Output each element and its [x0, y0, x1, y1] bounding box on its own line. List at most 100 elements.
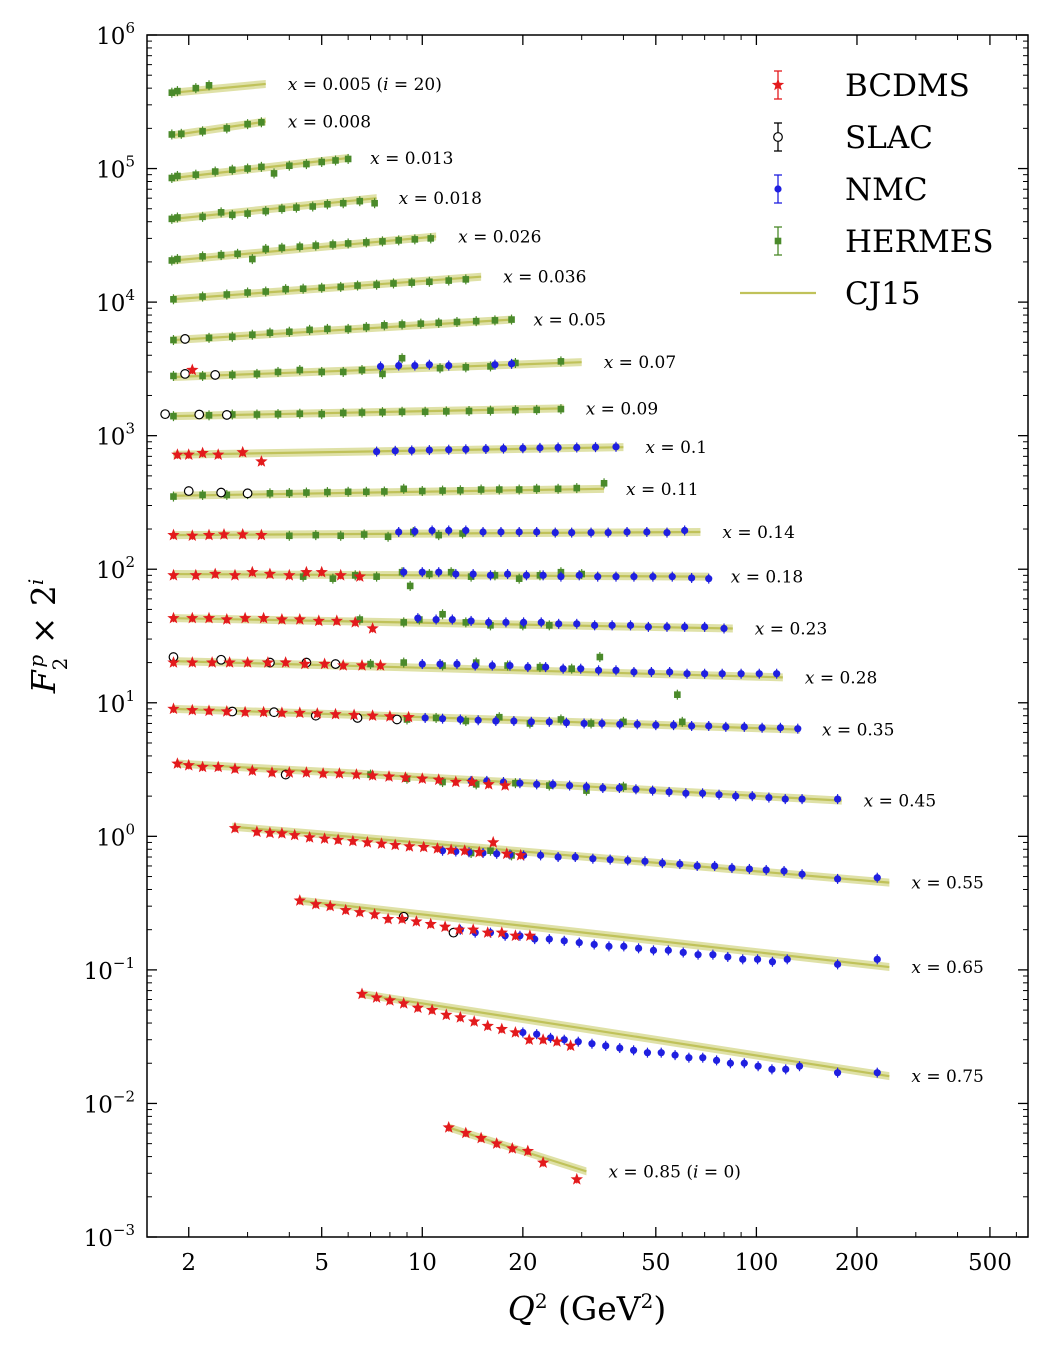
nmc-point: [676, 860, 684, 868]
bcdms-point: [382, 770, 396, 782]
hermes-point: [363, 239, 370, 246]
bin-label: x = 0.28: [805, 668, 878, 688]
nmc-point: [542, 663, 550, 671]
bin-label: x = 0.85 (i = 0): [608, 1162, 740, 1182]
nmc-point: [414, 614, 422, 622]
nmc-point: [649, 946, 658, 954]
hermes-point: [199, 128, 206, 135]
nmc-point: [493, 850, 501, 858]
nmc-point: [391, 447, 399, 455]
hermes-point: [278, 205, 286, 213]
hermes-point: [286, 532, 293, 540]
hermes-point: [472, 317, 480, 325]
bcdms-point: [261, 656, 274, 668]
hermes-point: [318, 284, 326, 292]
nmc-point: [582, 783, 591, 791]
nmc-point: [506, 661, 514, 670]
bcdms-point: [223, 656, 236, 668]
hermes-point: [258, 118, 265, 126]
y-tick-label: 101: [96, 687, 135, 718]
bin-label: x = 0.036: [503, 268, 586, 288]
bcdms-point: [550, 1035, 564, 1047]
bin-label: x = 0.008: [288, 113, 371, 133]
nmc-point: [456, 715, 464, 724]
nmc-point: [594, 666, 603, 674]
bcdms-point: [389, 838, 402, 851]
hermes-point: [192, 84, 200, 92]
nmc-point: [421, 714, 429, 722]
hermes-point: [234, 250, 241, 258]
nmc-point: [652, 721, 660, 729]
nmc-point: [663, 623, 671, 631]
bcdms-point: [431, 842, 444, 854]
nmc-point: [519, 1028, 527, 1037]
bcdms-point: [374, 659, 387, 671]
hermes-point: [568, 665, 575, 672]
bcdms-point: [300, 565, 313, 578]
y-tick-label: 10−3: [84, 1221, 135, 1252]
bcdms-point: [309, 897, 322, 910]
hermes-point: [228, 333, 236, 341]
hermes-point: [439, 610, 446, 618]
bcdms-point: [315, 565, 328, 578]
hermes-point: [495, 713, 503, 721]
hermes-point: [344, 240, 352, 247]
bcdms-point: [487, 835, 500, 848]
nmc-point: [425, 361, 433, 369]
hermes-point: [381, 488, 388, 495]
hermes-point: [487, 363, 494, 370]
slac-point: [183, 486, 194, 496]
y-tick-label: 106: [96, 19, 135, 50]
nmc-point: [580, 719, 588, 728]
nmc-point: [519, 618, 528, 626]
bcdms-point: [217, 528, 231, 540]
bcdms-point: [467, 923, 480, 935]
hermes-point: [384, 533, 392, 541]
nmc-point: [606, 855, 614, 864]
hermes-point: [432, 714, 440, 722]
bcdms-point: [303, 831, 316, 843]
hermes-point: [262, 288, 270, 295]
hermes-point: [174, 172, 181, 180]
hermes-point: [266, 329, 274, 337]
nmc-point: [549, 780, 557, 788]
bcdms-point: [353, 570, 366, 582]
nmc-point: [705, 722, 713, 730]
series-points: [167, 702, 802, 734]
nmc-point: [432, 615, 440, 624]
hermes-point: [174, 255, 181, 263]
slac-point: [392, 714, 402, 725]
nmc-point: [681, 623, 689, 631]
legend-swatch: [774, 237, 782, 245]
bcdms-point: [250, 825, 264, 838]
hermes-point: [453, 318, 461, 326]
bcdms-point: [411, 1001, 424, 1014]
bcdms-point: [236, 528, 249, 540]
hermes-point: [447, 568, 455, 576]
bin-annotations: x = 0.005 (i = 20) x = 0.008 x = 0.013 x = …: [288, 75, 984, 1182]
bcdms-point: [481, 1019, 494, 1032]
bcdms-point: [186, 363, 199, 376]
bin-label: x = 0.18: [731, 568, 804, 588]
nmc-point: [395, 528, 403, 536]
nmc-point: [491, 361, 499, 369]
hermes-point: [223, 125, 231, 132]
nmc-point: [602, 1042, 610, 1050]
bin-label: x = 0.35: [822, 721, 895, 741]
legend-label: HERMES: [845, 224, 994, 260]
bin-label: x = 0.55: [911, 874, 984, 894]
nmc-point: [780, 867, 788, 875]
legend-label: SLAC: [845, 120, 933, 156]
hermes-point: [344, 488, 352, 496]
nmc-point: [411, 361, 419, 370]
nmc-point: [554, 443, 562, 452]
hermes-point: [170, 412, 177, 420]
nmc-point: [577, 665, 585, 673]
bin-label: x = 0.013: [370, 149, 453, 169]
hermes-point: [379, 370, 386, 378]
series-points: [168, 153, 352, 183]
bcdms-point: [500, 847, 513, 860]
bcdms-point: [202, 611, 216, 624]
nmc-point: [554, 853, 562, 861]
bcdms-point: [410, 915, 423, 927]
